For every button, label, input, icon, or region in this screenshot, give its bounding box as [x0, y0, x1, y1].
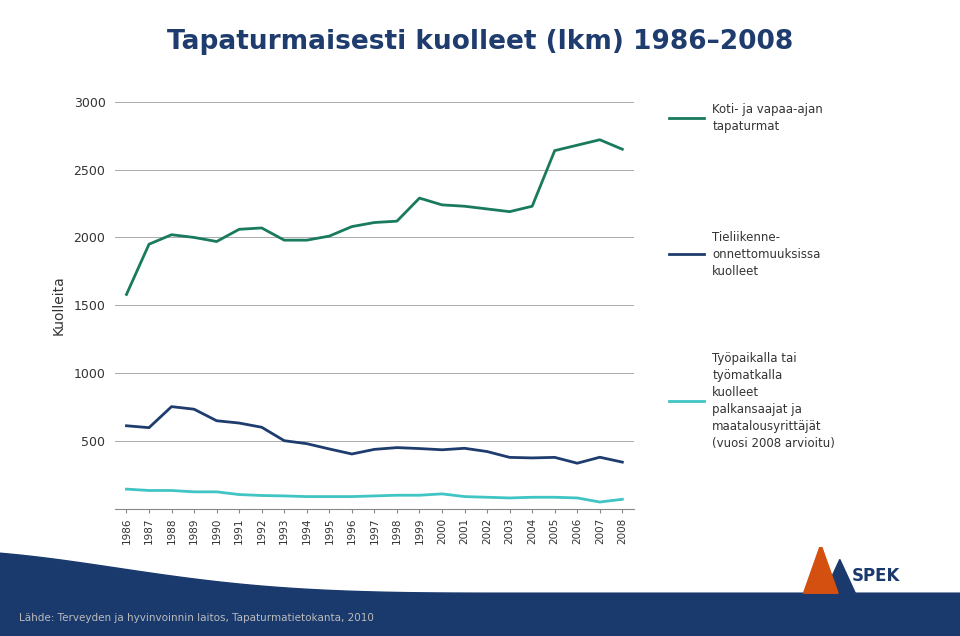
- Y-axis label: Kuolleita: Kuolleita: [51, 275, 65, 335]
- Text: Lähde: Terveyden ja hyvinvoinnin laitos, Tapaturmatietokanta, 2010: Lähde: Terveyden ja hyvinvoinnin laitos,…: [19, 613, 374, 623]
- Polygon shape: [804, 544, 838, 593]
- Text: Työpaikalla tai
työmatkalla
kuolleet
palkansaajat ja
maatalousyrittäjät
(vuosi 2: Työpaikalla tai työmatkalla kuolleet pal…: [712, 352, 835, 450]
- Text: Koti- ja vapaa-ajan
tapaturmat: Koti- ja vapaa-ajan tapaturmat: [712, 102, 823, 133]
- Bar: [0, 593, 960, 636]
- Text: Tieliikenne-
onnettomuuksissa
kuolleet: Tieliikenne- onnettomuuksissa kuolleet: [712, 231, 821, 278]
- Text: SPEK: SPEK: [852, 567, 900, 585]
- Polygon shape: [825, 560, 855, 593]
- Text: Tapaturmaisesti kuolleet (lkm) 1986–2008: Tapaturmaisesti kuolleet (lkm) 1986–2008: [167, 29, 793, 55]
- Polygon shape: [0, 553, 960, 636]
